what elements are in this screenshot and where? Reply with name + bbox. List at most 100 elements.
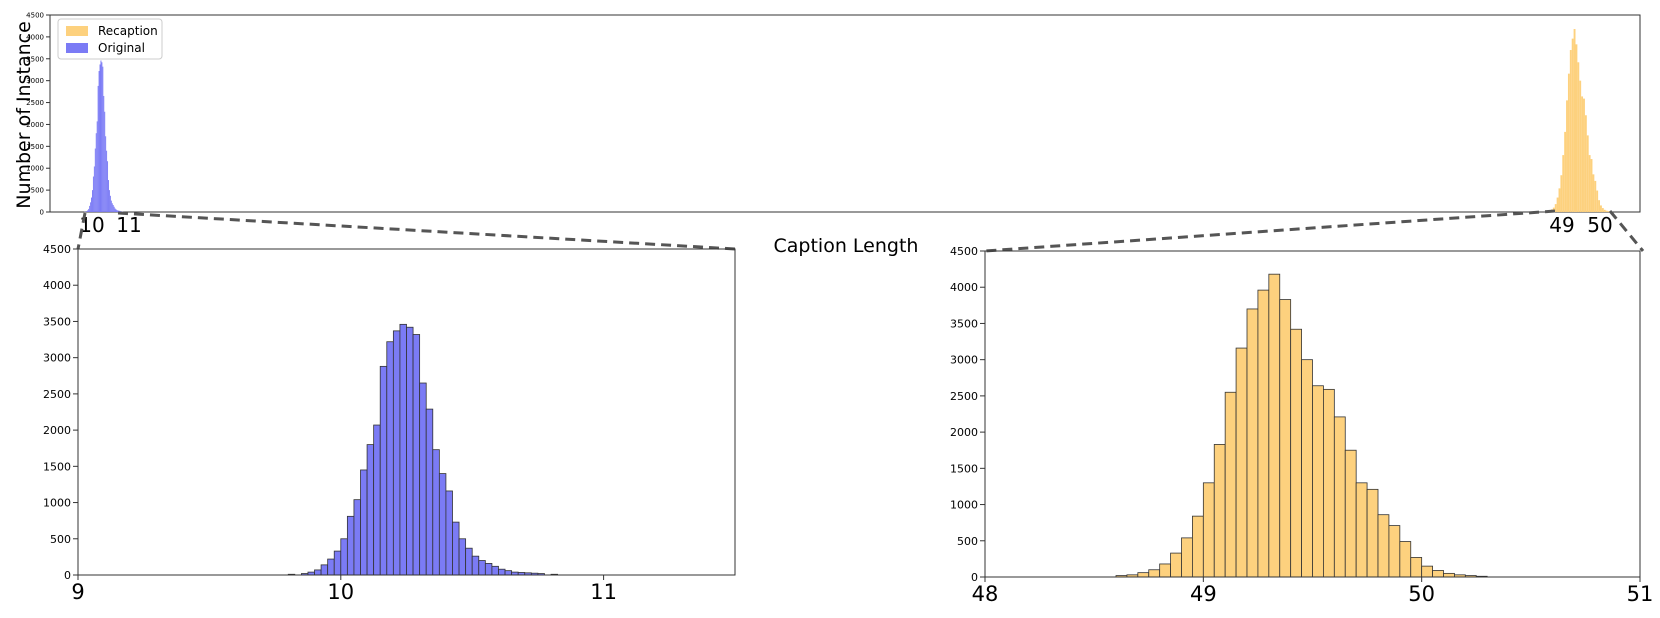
- histogram-bar: [465, 547, 473, 576]
- y-tick-label: 1000: [950, 499, 978, 512]
- histogram-bar: [484, 563, 493, 576]
- zoom-connector-right-b: [1608, 210, 1645, 252]
- histogram-bar: [1202, 482, 1215, 578]
- x-tick-label: 49: [1190, 582, 1217, 606]
- legend-label-original: Original: [98, 41, 145, 55]
- histogram-bar: [471, 555, 480, 576]
- overview-bar-original: [93, 166, 95, 212]
- y-tick-label: 3000: [950, 354, 978, 367]
- overview-y-tick-label: 3500: [26, 55, 44, 63]
- histogram-bar: [1257, 289, 1270, 578]
- histogram-bar: [1290, 328, 1302, 578]
- histogram-bar: [452, 521, 460, 576]
- overview-bar-recaption: [1598, 200, 1600, 212]
- y-tick-label: 500: [957, 535, 978, 548]
- x-tick-label: 10: [327, 580, 354, 604]
- histogram-bar: [1246, 308, 1259, 578]
- overview-y-tick-label: 1500: [26, 143, 44, 151]
- overview-bar-original: [119, 210, 121, 212]
- overview-bar-recaption: [1603, 209, 1606, 212]
- overview-bar-recaption: [1596, 190, 1599, 212]
- legend: Recaption Original: [57, 18, 163, 60]
- histogram-bar: [1192, 515, 1204, 578]
- y-tick-label: 0: [64, 569, 71, 582]
- overview-bar-recaption: [1562, 155, 1565, 212]
- y-tick-label: 2500: [43, 388, 71, 401]
- overview-bar-recaption: [1584, 115, 1587, 212]
- overview-bar-original: [118, 210, 120, 212]
- zoom-connector-left-b: [117, 211, 736, 251]
- y-tick-label: 1500: [43, 460, 71, 473]
- overview-bars: [84, 29, 1612, 213]
- y-tick-label: 0: [971, 571, 978, 584]
- overview-bar-original: [108, 190, 110, 212]
- x-tick-label: 50: [1408, 582, 1435, 606]
- overview-bar-original: [109, 195, 111, 212]
- histogram-bar: [1377, 514, 1390, 578]
- overview-plot-frame: [49, 14, 1641, 213]
- y-tick-label: 4500: [950, 245, 978, 258]
- y-tick-label: 1000: [43, 497, 71, 510]
- y-tick-label: 3000: [43, 352, 71, 365]
- overview-bar-recaption: [1586, 135, 1589, 212]
- overview-bar-original: [98, 71, 100, 212]
- histogram-bar: [392, 330, 401, 576]
- y-tick-label: 4500: [43, 243, 71, 256]
- histogram-bar: [478, 560, 486, 576]
- overview-bar-recaption: [1601, 208, 1604, 212]
- overview-bar-recaption: [1579, 80, 1582, 213]
- overview-y-tick-label: 4000: [26, 33, 44, 41]
- overview-bar-recaption: [1554, 204, 1557, 212]
- overview-bar-original: [95, 133, 97, 212]
- histogram-bar: [379, 365, 388, 576]
- overview-bar-original: [112, 204, 114, 212]
- histogram-bar: [360, 469, 368, 576]
- overview-y-ticks: 0 500 1000 1500 2000 2500 3000 3500 4000 4500: [26, 12, 50, 217]
- legend-swatch-original: [66, 43, 88, 53]
- zoom-connector-right-a: [984, 209, 1556, 253]
- histogram-bar: [1366, 488, 1379, 578]
- overview-bar-original: [91, 197, 92, 212]
- overview-x-tick-label: 50: [1587, 213, 1612, 237]
- original-zoom-bars: [287, 323, 559, 576]
- overview-bar-recaption: [1588, 155, 1591, 212]
- overview-bar-original: [92, 176, 94, 212]
- overview-bar-recaption: [1566, 100, 1568, 212]
- overview-y-tick-label: 1000: [26, 165, 44, 173]
- overview-bar-original: [101, 62, 103, 212]
- histogram-bar: [412, 334, 421, 576]
- y-tick-label: 3500: [950, 317, 978, 330]
- y-tick-label: 3500: [43, 315, 71, 328]
- recaption-zoom-x-ticks: 48 49 50 51: [972, 577, 1653, 606]
- overview-bar-recaption: [1556, 197, 1559, 212]
- histogram-bar: [491, 565, 499, 576]
- histogram-bar: [1312, 385, 1324, 578]
- overview-bar-recaption: [1567, 73, 1570, 212]
- original-zoom-frame: [77, 248, 736, 576]
- histogram-bar: [1148, 569, 1161, 578]
- histogram-bar: [1235, 347, 1248, 578]
- overview-bar-original: [102, 66, 104, 212]
- overview-bar-original: [89, 205, 91, 212]
- overview-bar-recaption: [1581, 96, 1584, 212]
- y-tick-label: 4000: [950, 281, 978, 294]
- overview-bar-recaption: [1605, 210, 1608, 212]
- overview-bar-original: [114, 208, 116, 212]
- overview-bar-original: [115, 209, 117, 212]
- overview-bar-recaption: [1577, 62, 1580, 212]
- overview-y-tick-label: 4500: [26, 12, 44, 20]
- overview-bar-original: [99, 64, 101, 212]
- overview-bar-recaption: [1564, 131, 1567, 212]
- histogram-bar: [1388, 525, 1401, 578]
- overview-bar-recaption: [1571, 38, 1574, 212]
- histogram-bar: [458, 538, 467, 576]
- histogram-bar: [353, 499, 361, 576]
- histogram-bar: [320, 564, 329, 576]
- histogram-bar: [1213, 444, 1226, 578]
- overview-bar-original: [100, 60, 102, 213]
- overview-bar-original: [104, 111, 106, 212]
- histogram-bar: [406, 326, 414, 576]
- y-tick-label: 2000: [43, 424, 71, 437]
- overview-bar-original: [92, 190, 93, 212]
